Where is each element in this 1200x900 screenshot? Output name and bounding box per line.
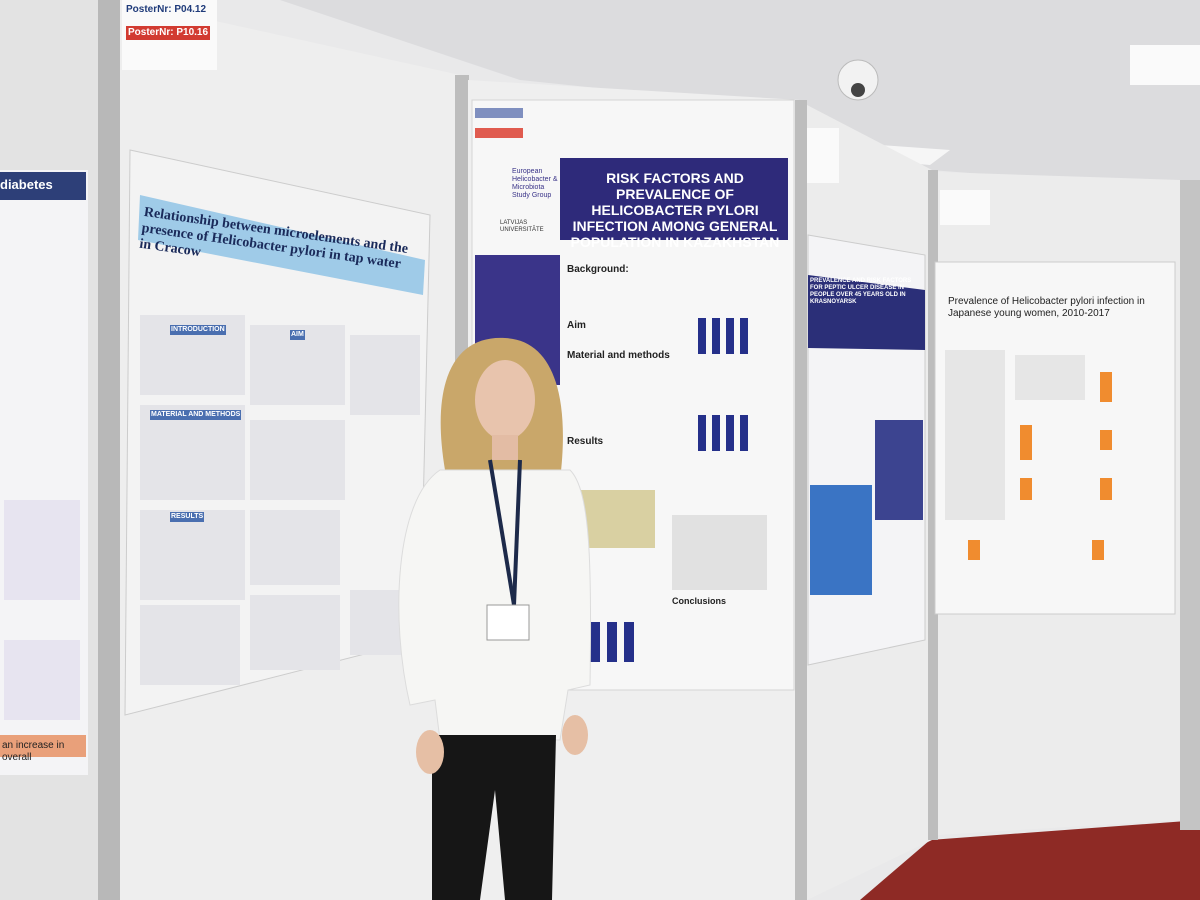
trousers [432, 735, 556, 900]
poster-title-band [808, 275, 925, 350]
poster-table [672, 515, 767, 590]
label-card [475, 108, 523, 118]
poster-header [0, 172, 86, 200]
label-card [940, 190, 990, 225]
post [795, 100, 807, 900]
post [1180, 180, 1200, 830]
poster-title: diabetes [0, 177, 53, 192]
poster-block [140, 405, 245, 500]
poster-title: Prevalence of Helicobacter pylori infect… [948, 296, 1145, 319]
poster-chart-bar [607, 622, 617, 662]
poster-chart-bar [1100, 478, 1112, 500]
poster-chart-bar [712, 415, 720, 451]
poster-block [350, 335, 420, 415]
poster-block [1015, 355, 1085, 400]
poster-block [250, 595, 340, 670]
hand [416, 730, 444, 774]
poster-chart-bar [740, 415, 748, 451]
poster-chart-bar [1100, 430, 1112, 450]
label-card [807, 128, 839, 183]
poster-chart-bar [1020, 478, 1032, 500]
poster-map [580, 490, 655, 548]
neck [492, 435, 518, 460]
label-card [475, 128, 523, 138]
poster-label: PosterNr: P10.16 [126, 26, 211, 40]
poster-chart-bar [698, 415, 706, 451]
badge [486, 604, 530, 641]
poster-chart-bar [726, 415, 734, 451]
post [98, 0, 120, 900]
ceiling [280, 0, 1200, 190]
poster-block [140, 605, 240, 685]
poster-section: MATERIAL AND METHODS [150, 410, 242, 421]
poster-block [250, 420, 345, 500]
poster-chart-bar [726, 318, 734, 354]
face [475, 360, 535, 440]
poster-section: Results [567, 436, 604, 447]
poster-section: Aim [567, 320, 586, 331]
poster-chart-bar [712, 318, 720, 354]
poster-section: Material and methods [567, 350, 670, 361]
poster-title-band [138, 195, 425, 295]
poster-section: Background: [567, 264, 629, 275]
poster-chart-bar [1092, 540, 1104, 560]
poster-map [810, 485, 872, 595]
poster-block [140, 510, 245, 600]
poster-block [945, 350, 1005, 520]
hand [562, 715, 588, 755]
post [928, 170, 938, 840]
person [398, 337, 592, 900]
poster-table [4, 500, 80, 600]
camera-lens [851, 83, 865, 97]
poster-title-band [560, 158, 788, 240]
poster-table [875, 420, 923, 520]
poster-section: AIM [290, 330, 305, 341]
poster-chart-bar [590, 622, 600, 662]
carpet [860, 820, 1200, 900]
poster-chart-bar [1100, 372, 1112, 402]
poster-title: RISK FACTORS AND PREVALENCE OF HELICOBAC… [570, 170, 780, 251]
poster-university: LATVIJAS UNIVERSITĀTE [500, 220, 544, 233]
poster-section: Conclusions [672, 596, 727, 606]
lanyard [488, 459, 516, 606]
poster-chart-bar [1020, 425, 1032, 460]
lanyard [512, 459, 522, 606]
poster-footer [0, 735, 86, 757]
poster-label: PosterNr: P04.12 [126, 4, 207, 15]
poster-chart-bar [624, 622, 634, 662]
poster-block [250, 510, 340, 585]
poster-chart-bar [740, 318, 748, 354]
camera [837, 59, 879, 101]
ceiling-light [1130, 45, 1200, 85]
poster-table [4, 640, 80, 720]
poster-chart-bar [968, 540, 980, 560]
poster-chart-bar [698, 318, 706, 354]
poster-group: European Helicobacter & Microbiota Study… [512, 168, 558, 200]
poster-section: RESULTS [170, 512, 205, 523]
poster-text: an increase in overall [2, 740, 65, 763]
poster-section: INTRODUCTION [170, 325, 226, 336]
poster-title: PREVALENCE AND RISK FACTORS FOR PEPTIC U… [810, 278, 912, 305]
